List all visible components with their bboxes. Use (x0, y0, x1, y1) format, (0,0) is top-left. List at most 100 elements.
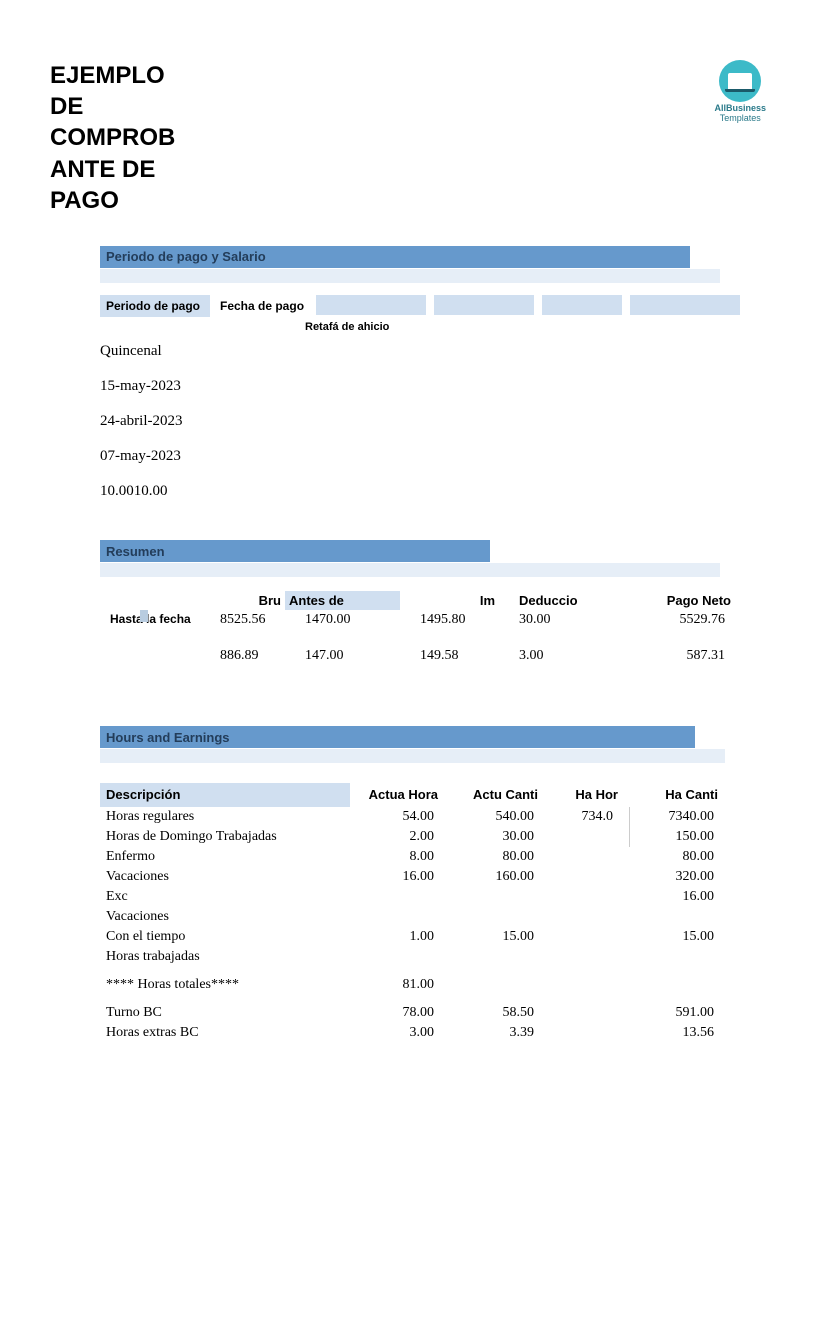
val: 587.31 (615, 646, 735, 666)
val (550, 827, 630, 847)
val: 160.00 (450, 867, 550, 887)
val: 150.00 (630, 827, 730, 847)
val: 320.00 (630, 867, 730, 887)
val: 58.50 (450, 1003, 550, 1023)
val (550, 1003, 630, 1023)
val: 16.00 (630, 887, 730, 907)
col-periodo: Periodo de pago (100, 295, 210, 317)
logo-text: AllBusinessTemplates (714, 104, 766, 124)
desc: Exc (100, 887, 350, 907)
table-row: Horas regulares54.00540.00734.07340.00 (100, 807, 766, 827)
table-row: Turno BC78.0058.50 591.00 (100, 1003, 766, 1023)
table-row: Horas extras BC3.003.3913.56 (100, 1023, 766, 1043)
section-header: Hours and Earnings (100, 726, 695, 748)
val (450, 887, 550, 907)
val (550, 947, 630, 967)
val (450, 975, 550, 995)
frequency: Quincenal (100, 343, 766, 360)
section-header: Periodo de pago y Salario (100, 246, 690, 268)
section-pay-period: Periodo de pago y Salario Periodo de pag… (100, 246, 766, 500)
val: 15.00 (630, 927, 730, 947)
val: 8525.56 (200, 610, 285, 630)
section-strip (100, 563, 720, 577)
val: 30.00 (450, 827, 550, 847)
val (350, 907, 450, 927)
val: 7340.00 (630, 807, 730, 827)
col-ha-canti: Ha Canti (630, 783, 730, 807)
val: 1.00 (350, 927, 450, 947)
start-date: 24-abril-2023 (100, 413, 766, 430)
col-actu-canti: Actu Canti (450, 783, 550, 807)
val: 78.00 (350, 1003, 450, 1023)
val: 3.39 (450, 1023, 550, 1043)
desc: Vacaciones (100, 907, 350, 927)
val: 16.00 (350, 867, 450, 887)
val (450, 947, 550, 967)
period-columns: Periodo de pago Fecha de pago (100, 295, 766, 317)
col-fecha: Fecha de pago (218, 295, 308, 317)
val: 540.00 (450, 807, 550, 827)
val: 54.00 (350, 807, 450, 827)
section-strip (100, 269, 720, 283)
val: 886.89 (200, 646, 285, 666)
val: 149.58 (400, 646, 515, 666)
val: 2.00 (350, 827, 450, 847)
val: 8.00 (350, 847, 450, 867)
hours-value: 10.0010.00 (100, 483, 766, 500)
summary-row-ytd: Hasta la fecha 8525.56 1470.00 1495.80 3… (100, 610, 766, 630)
desc: **** Horas totales**** (100, 975, 350, 995)
col-deduc: Deduccio (515, 591, 615, 610)
val (550, 975, 630, 995)
val: 591.00 (630, 1003, 730, 1023)
val (630, 975, 730, 995)
val: 734.0 (550, 807, 630, 827)
col-antes: Antes de (285, 591, 400, 610)
table-row: Con el tiempo1.0015.0015.00 (100, 927, 766, 947)
col-bru: Bru (200, 591, 285, 610)
brand-logo: AllBusinessTemplates (714, 60, 766, 124)
blank-col (542, 295, 622, 315)
val (550, 847, 630, 867)
val: 30.00 (515, 610, 615, 630)
val: 5529.76 (615, 610, 735, 630)
table-row: **** Horas totales****81.00 (100, 975, 766, 995)
blank-col (316, 295, 426, 315)
section-hours: Hours and Earnings Descripción Actua Hor… (100, 726, 766, 1043)
blank-col (630, 295, 740, 315)
col-desc: Descripción (100, 783, 350, 807)
val (350, 947, 450, 967)
val: 80.00 (450, 847, 550, 867)
desc: Con el tiempo (100, 927, 350, 947)
desc: Turno BC (100, 1003, 350, 1023)
row-label: Hasta la fecha (100, 610, 200, 630)
val (630, 947, 730, 967)
section-strip (100, 749, 725, 763)
val (450, 907, 550, 927)
val: 1495.80 (400, 610, 515, 630)
period-values: Quincenal 15-may-2023 24-abril-2023 07-m… (100, 343, 766, 500)
val (350, 887, 450, 907)
summary-row-current: 886.89 147.00 149.58 3.00 587.31 (100, 646, 766, 666)
val: 147.00 (285, 646, 400, 666)
val (550, 887, 630, 907)
val: 1470.00 (285, 610, 400, 630)
end-date: 07-may-2023 (100, 448, 766, 465)
desc: Enfermo (100, 847, 350, 867)
sub-label: Retafá de ahicio (305, 321, 766, 333)
val: 15.00 (450, 927, 550, 947)
table-row: Vacaciones16.00160.00 320.00 (100, 867, 766, 887)
val (550, 927, 630, 947)
val: 3.00 (515, 646, 615, 666)
desc: Vacaciones (100, 867, 350, 887)
table-row: Horas de Domingo Trabajadas2.0030.00150.… (100, 827, 766, 847)
hours-columns: Descripción Actua Hora Actu Canti Ha Hor… (100, 783, 766, 807)
summary-columns: Bru Antes de Im Deduccio Pago Neto (100, 591, 766, 610)
val: 13.56 (630, 1023, 730, 1043)
table-row: Exc 16.00 (100, 887, 766, 907)
logo-icon (719, 60, 761, 102)
val (550, 867, 630, 887)
pay-date: 15-may-2023 (100, 378, 766, 395)
col-actua-hora: Actua Hora (350, 783, 450, 807)
section-summary: Resumen Bru Antes de Im Deduccio Pago Ne… (100, 540, 766, 666)
val (630, 907, 730, 927)
